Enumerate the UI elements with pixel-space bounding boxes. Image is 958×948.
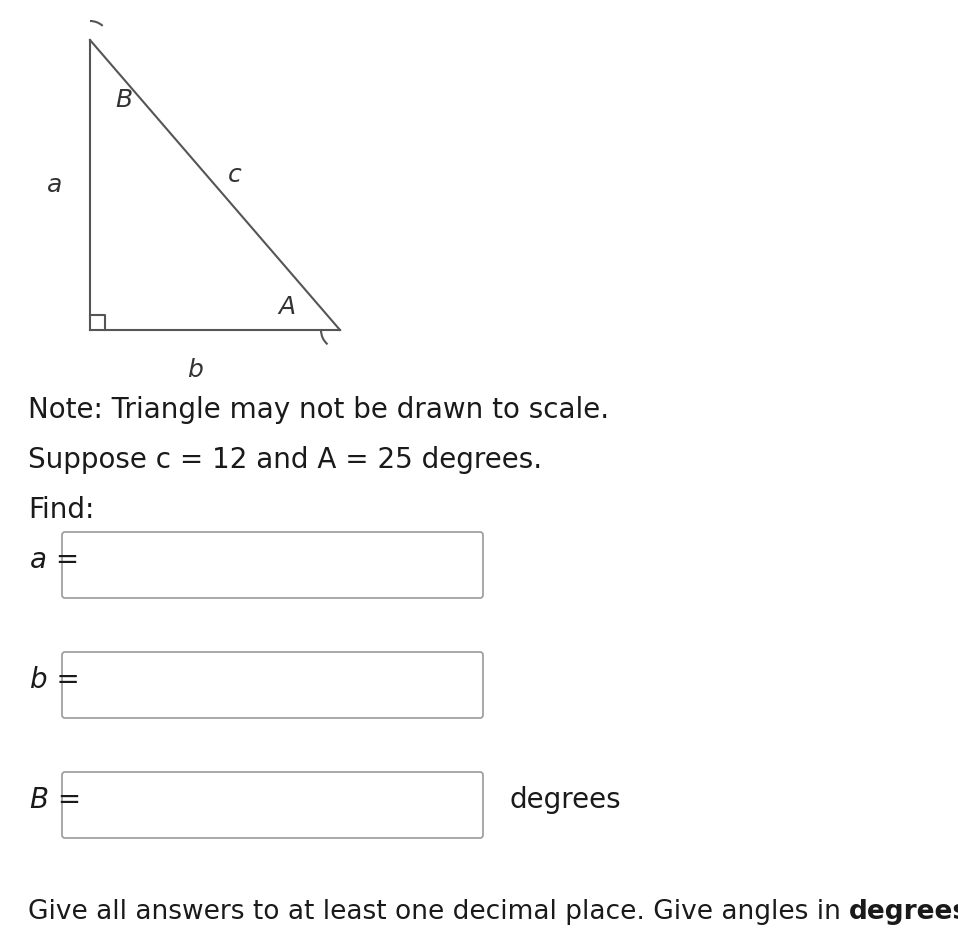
Text: a =: a =: [30, 546, 80, 574]
Text: B: B: [115, 88, 132, 112]
FancyBboxPatch shape: [62, 652, 483, 718]
Text: c: c: [228, 163, 241, 187]
FancyBboxPatch shape: [62, 772, 483, 838]
Text: Give all answers to at least one decimal place. Give angles in: Give all answers to at least one decimal…: [28, 899, 849, 925]
Text: degrees: degrees: [849, 899, 958, 925]
Text: B =: B =: [30, 786, 81, 814]
Text: Find:: Find:: [28, 496, 95, 524]
Text: a: a: [47, 173, 62, 197]
Text: degrees: degrees: [510, 786, 622, 814]
Text: b =: b =: [30, 666, 80, 694]
Text: A: A: [278, 295, 295, 319]
FancyBboxPatch shape: [62, 532, 483, 598]
Text: b: b: [187, 358, 203, 382]
Text: Suppose c = 12 and A = 25 degrees.: Suppose c = 12 and A = 25 degrees.: [28, 446, 542, 474]
Text: Note: Triangle may not be drawn to scale.: Note: Triangle may not be drawn to scale…: [28, 396, 609, 424]
